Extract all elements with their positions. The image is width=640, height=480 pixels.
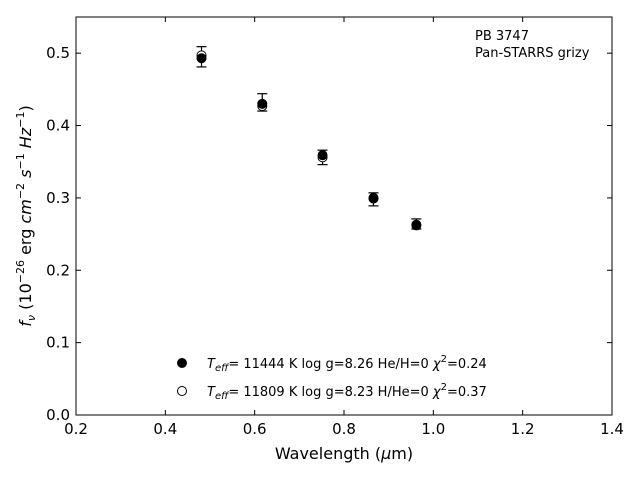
y-axis-label: fν (10−26 erg cm−2 s−1 Hz−1) [14,105,38,326]
y-tick-label: 0.2 [46,261,70,279]
annotation-subtitle: Pan-STARRS grizy [475,46,590,61]
x-tick-label: 1.0 [421,420,445,438]
x-tick-label: 0.8 [332,420,356,438]
model-point-filled [411,220,422,231]
x-tick-label: 1.4 [600,420,624,438]
model-point-filled [368,192,379,203]
annotation-title: PB 3747 [475,29,529,44]
legend-entry-1: Teff= 11444 K log g=8.26 He/H=0 χ2=0.24 [207,354,487,374]
data-points [196,50,422,231]
legend: Teff= 11444 K log g=8.26 He/H=0 χ2=0.24 … [177,354,487,402]
x-axis-label: Wavelength (μm) [275,444,413,463]
error-bars [196,46,422,230]
x-tick-label: 1.2 [511,420,535,438]
y-tick-label: 0.5 [46,44,70,62]
y-tick-label: 0.1 [46,334,70,352]
y-tick-label: 0.4 [46,117,70,135]
legend-marker-open [177,386,187,396]
x-tick-label: 0.2 [64,420,88,438]
model-point-filled [317,150,328,161]
legend-entry-2: Teff= 11809 K log g=8.23 H/He=0 χ2=0.37 [207,382,487,402]
x-tick-label: 0.4 [153,420,177,438]
y-tick-label: 0.0 [46,406,70,424]
tick-labels: 0.2 0.4 0.6 0.8 1.0 1.2 1.4 0.0 0.1 0.2 0.3 0.4 0.5 [46,44,624,438]
axis-ticks [75,17,613,416]
model-point-filled [257,98,268,109]
y-tick-label: 0.3 [46,189,70,207]
legend-marker-filled [177,358,187,368]
x-tick-label: 0.6 [243,420,267,438]
model-point-filled [196,53,207,64]
plot-frame [75,16,613,416]
